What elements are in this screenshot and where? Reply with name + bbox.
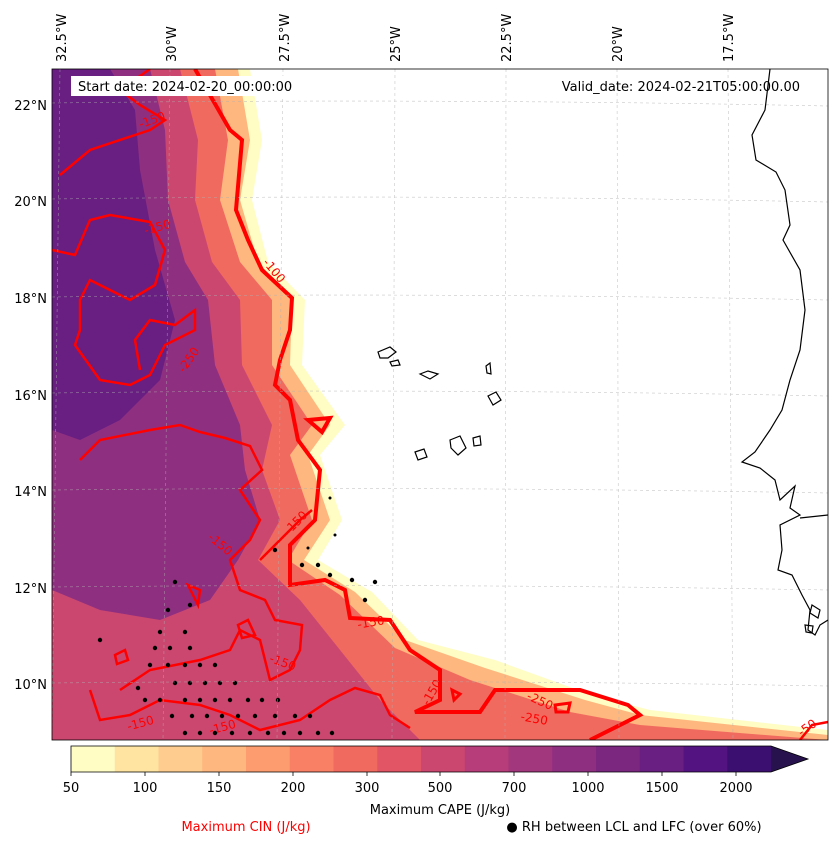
lon-label: 25°W — [389, 26, 404, 62]
colorbar-swatch — [508, 746, 553, 772]
colorbar-tick-label: 300 — [355, 781, 380, 796]
coastline-island-1 — [809, 604, 821, 619]
colorbar-swatch — [552, 746, 597, 772]
start-date-box — [71, 76, 311, 96]
colorbar-swatch — [421, 746, 466, 772]
colorbar-swatch — [727, 746, 772, 772]
colorbar-extend-arrow — [771, 746, 808, 772]
lat-label: 14°N — [14, 485, 47, 500]
coastlines — [377, 69, 828, 636]
coastline-cabo-verde-1 — [377, 346, 397, 359]
coastline-cabo-verde-8 — [414, 448, 428, 461]
cin-contour-small-1 — [113, 648, 130, 666]
rh-legend-label: ● RH between LCL and LFC (over 60%) — [506, 820, 761, 835]
coastline-cabo-verde-6 — [449, 435, 467, 456]
lat-label: 18°N — [14, 292, 47, 307]
cin-contour-small-5 — [449, 687, 463, 704]
colorbar-frame — [70, 745, 810, 773]
map-frame — [51, 68, 829, 741]
cin-contour-small-3 — [236, 618, 257, 640]
colorbar-swatch — [114, 746, 160, 772]
rh-stippling — [97, 496, 378, 736]
lon-label: 20°W — [611, 26, 626, 62]
lon-label: 22.5°W — [500, 14, 515, 62]
colorbar-swatch — [202, 746, 247, 772]
start-date-label: Start date: 2024-02-20_00:00:00 — [78, 80, 292, 95]
gridlines — [52, 69, 828, 740]
colorbar-swatch — [639, 746, 685, 772]
colorbar-swatches — [71, 746, 808, 772]
colorbar-tick-label: 500 — [428, 781, 453, 796]
cin-legend-label: Maximum CIN (J/kg) — [181, 820, 310, 835]
contour-label: -150 — [142, 217, 172, 238]
colorbar-tick-label: 1500 — [645, 781, 678, 796]
colorbar-ticks — [70, 772, 737, 776]
colorbar-tick-label: 2000 — [719, 781, 752, 796]
cin-contour-island — [303, 415, 334, 436]
lat-label: 16°N — [14, 389, 47, 404]
colorbar-tick-label: 700 — [502, 781, 527, 796]
coastline-cabo-verde-3 — [418, 370, 440, 380]
coastline-cabo-verde-7 — [472, 435, 482, 447]
colorbar-swatch — [464, 746, 510, 772]
latitude-labels: 22°N 20°N 18°N 16°N 14°N 12°N 10°N — [14, 99, 47, 693]
longitude-labels: 32.5°W 30°W 27.5°W 25°W 22.5°W 20°W 17.5… — [55, 14, 737, 62]
coastline-africa — [740, 69, 828, 636]
coastline-cabo-verde-2 — [389, 359, 401, 367]
colorbar-swatch — [289, 746, 335, 772]
colorbar-swatch — [71, 746, 116, 772]
cin-contour-small-7 — [259, 509, 313, 561]
lon-label: 32.5°W — [55, 14, 70, 62]
lat-label: 22°N — [14, 99, 47, 114]
contour-label: -150 — [356, 613, 385, 632]
cin-contour-small-4 — [553, 701, 572, 714]
colorbar-swatch — [158, 746, 203, 772]
cin-contour-small-2 — [185, 582, 202, 610]
lat-label: 20°N — [14, 195, 47, 210]
lon-label: 30°W — [165, 26, 180, 62]
coastline-cabo-verde-5 — [487, 391, 502, 406]
colorbar-tick-label: 1000 — [571, 781, 604, 796]
coastline-island-2 — [804, 624, 814, 634]
colorbar-tick-label: 50 — [63, 781, 80, 796]
colorbar-tick-label: 200 — [281, 781, 306, 796]
lat-label: 12°N — [14, 582, 47, 597]
cape-band-1500 — [52, 69, 175, 440]
coastline-cabo-verde-4 — [485, 361, 492, 375]
lon-label: 27.5°W — [278, 14, 293, 62]
colorbar-swatch — [377, 746, 422, 772]
cin-contour-small-6 — [799, 720, 828, 740]
contour-label: -150 — [125, 713, 155, 734]
coastline-africa-2 — [799, 514, 828, 519]
colorbar-tick-label: 150 — [207, 781, 232, 796]
cin-contour-outer — [193, 69, 644, 740]
valid-date-label: Valid_date: 2024-02-21T05:00:00.00 — [562, 80, 800, 95]
colorbar: 50 100 150 200 300 500 700 1000 1500 200… — [63, 745, 810, 818]
contour-label: -250 — [520, 709, 549, 728]
lat-label: 10°N — [14, 678, 47, 693]
map-panel: -150 -150 -100 -250 -150 -150 -150 -150 … — [51, 68, 829, 741]
colorbar-swatch — [683, 746, 728, 772]
colorbar-tick-label: 100 — [133, 781, 158, 796]
colorbar-label: Maximum CAPE (J/kg) — [370, 803, 510, 818]
colorbar-swatch — [333, 746, 378, 772]
colorbar-swatch — [246, 746, 291, 772]
colorbar-swatch — [596, 746, 641, 772]
cin-contour-inner-4 — [88, 686, 411, 732]
lon-label: 17.5°W — [722, 14, 737, 62]
cin-contour-inner-2 — [52, 213, 197, 387]
